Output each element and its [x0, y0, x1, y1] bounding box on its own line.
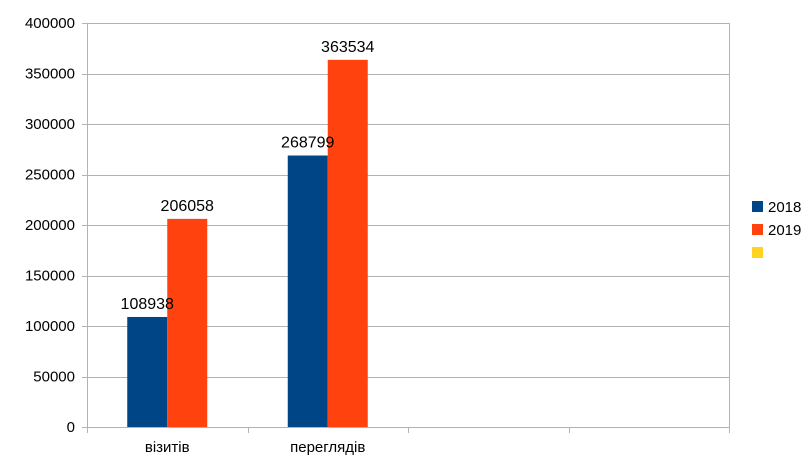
- bar-2019-1: [327, 59, 368, 428]
- legend-label-1: 2019: [768, 222, 801, 239]
- x-category-label-1: переглядів: [290, 439, 365, 456]
- axes: 0 50000 100000 150000 200000 250000 300000 3500…: [25, 15, 730, 456]
- data-labels: 108938 206058 268799 363534: [121, 39, 375, 313]
- data-label-2019-0: 206058: [161, 198, 214, 215]
- legend: 2018 2019: [752, 199, 801, 258]
- data-label-2018-0: 108938: [121, 296, 174, 313]
- legend-swatch-2: [752, 247, 763, 258]
- legend-label-0: 2018: [768, 199, 801, 216]
- y-tick-label-5: 250000: [25, 167, 75, 184]
- y-tick-label-7: 350000: [25, 66, 75, 83]
- data-label-2018-1: 268799: [281, 135, 334, 152]
- legend-swatch-0: [752, 201, 763, 212]
- y-tick-label-4: 200000: [25, 217, 75, 234]
- data-label-2019-1: 363534: [321, 39, 374, 56]
- y-tick-label-0: 0: [67, 419, 75, 436]
- x-category-label-0: візитів: [145, 439, 190, 456]
- y-tick-label-3: 150000: [25, 268, 75, 285]
- legend-swatch-1: [752, 224, 763, 235]
- bar-2018-0: [127, 316, 168, 427]
- y-tick-label-1: 50000: [33, 369, 75, 386]
- y-tick-label-2: 100000: [25, 318, 75, 335]
- bar-2019-0: [167, 218, 208, 427]
- y-tick-label-8: 400000: [25, 15, 75, 32]
- y-tick-label-6: 300000: [25, 116, 75, 133]
- bars: [127, 59, 368, 428]
- bar-2018-1: [287, 155, 328, 428]
